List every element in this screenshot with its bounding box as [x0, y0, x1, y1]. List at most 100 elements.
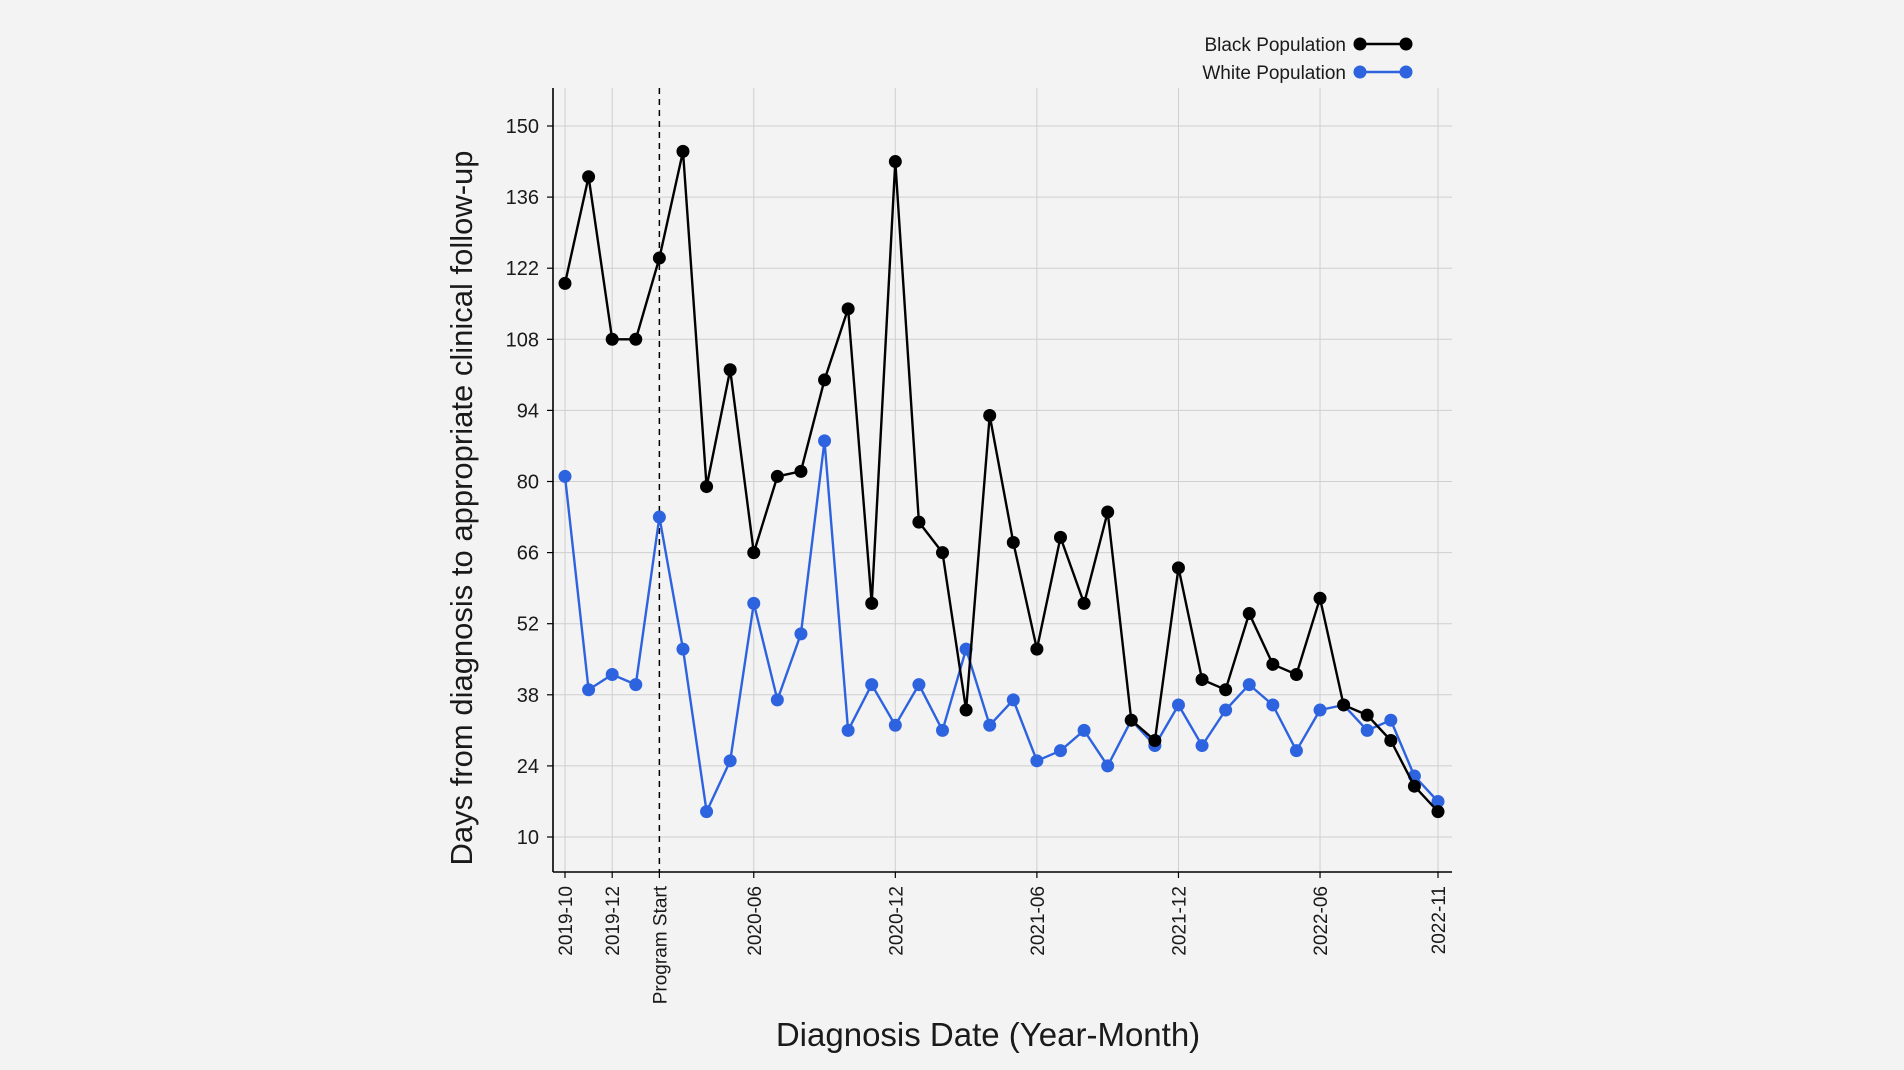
- black-population-point: [629, 332, 643, 346]
- x-tick-label: 2021-06: [1028, 886, 1049, 956]
- white-population-point: [841, 723, 855, 737]
- white-population-point: [1242, 678, 1256, 692]
- white-population-point: [652, 510, 666, 524]
- black-population-point: [652, 251, 666, 265]
- y-tick-label: 80: [517, 472, 539, 494]
- black-population-legend-label: Black Population: [1204, 35, 1346, 56]
- white-population-point: [1266, 698, 1280, 712]
- black-population-legend-marker: [1399, 37, 1413, 51]
- white-population-point: [1219, 703, 1233, 717]
- x-tick-label: 2022-06: [1311, 886, 1332, 956]
- white-population-point: [1006, 693, 1020, 707]
- white-population-point: [1030, 754, 1044, 768]
- white-population-point: [700, 805, 714, 819]
- black-population-point: [1030, 642, 1044, 656]
- y-tick-label: 108: [506, 329, 539, 351]
- black-population-point: [1148, 734, 1162, 748]
- black-population-point: [1266, 657, 1280, 671]
- y-axis-title: Days from diagnosis to appropriate clini…: [444, 150, 479, 865]
- x-tick-label: 2019-12: [603, 886, 624, 956]
- black-population-point: [1431, 805, 1445, 819]
- white-population-point: [1101, 759, 1115, 773]
- black-population-point: [1006, 535, 1020, 549]
- white-population-point: [936, 723, 950, 737]
- legend: Black Population White Population: [1202, 35, 1413, 84]
- black-population-point: [1407, 779, 1421, 793]
- y-tick-labels: 10 24 38 52 66 80 94 108 122 136 150: [506, 116, 539, 849]
- x-axis-title: Diagnosis Date (Year-Month): [776, 1016, 1200, 1053]
- black-population-point: [1101, 505, 1115, 519]
- black-population-point: [983, 408, 997, 422]
- white-population-point: [1195, 739, 1209, 753]
- y-tick-label: 122: [506, 258, 539, 280]
- white-population-point: [582, 683, 596, 697]
- white-population-legend-marker: [1353, 65, 1367, 79]
- white-population-point: [1384, 713, 1398, 727]
- white-population-point: [818, 434, 832, 448]
- white-population-point: [1171, 698, 1185, 712]
- white-population-point: [888, 718, 902, 732]
- black-population-legend-marker: [1353, 37, 1367, 51]
- black-population-point: [912, 515, 926, 529]
- black-population-point: [1360, 708, 1374, 722]
- white-population-point: [1313, 703, 1327, 717]
- white-population-point: [1289, 744, 1303, 758]
- white-population-point: [676, 642, 690, 656]
- white-population-point: [770, 693, 784, 707]
- black-population-point: [841, 302, 855, 316]
- series-group: [558, 144, 1445, 819]
- black-population-point: [676, 144, 690, 158]
- white-population-point: [983, 718, 997, 732]
- white-population-point: [723, 754, 737, 768]
- black-population-point: [558, 276, 572, 290]
- y-tick-label: 150: [506, 116, 539, 138]
- x-tick-label: 2021-12: [1169, 886, 1190, 956]
- white-population-point: [865, 678, 879, 692]
- x-tick-label: Program Start: [650, 885, 671, 1004]
- y-tick-label: 38: [517, 685, 539, 707]
- white-population-point: [912, 678, 926, 692]
- white-population-line: [563, 439, 1439, 813]
- x-tick-label: 2019-10: [556, 886, 577, 956]
- white-population-point: [1431, 794, 1445, 808]
- black-population-point: [1313, 591, 1327, 605]
- white-population-legend-marker: [1399, 65, 1413, 79]
- black-population-point: [1077, 596, 1091, 610]
- black-population-point: [1171, 561, 1185, 575]
- white-population-point: [605, 667, 619, 681]
- x-tick-label: 2020-12: [886, 886, 907, 956]
- y-tick-label: 94: [517, 400, 539, 422]
- black-population-point: [794, 464, 808, 478]
- white-population-point: [1053, 744, 1067, 758]
- x-tick-label: 2022-11: [1429, 886, 1450, 954]
- axes: [547, 88, 1452, 878]
- black-population-point: [1195, 673, 1209, 687]
- black-population-point: [1242, 607, 1256, 621]
- black-population-point: [959, 703, 973, 717]
- black-population-point: [1124, 713, 1138, 727]
- black-population-point: [1219, 683, 1233, 697]
- black-population-point: [770, 469, 784, 483]
- black-population-point: [747, 546, 761, 560]
- black-population-point: [1384, 734, 1398, 748]
- black-population-point: [865, 596, 879, 610]
- x-tick-label: 2020-06: [745, 886, 766, 956]
- white-population-point: [794, 627, 808, 641]
- black-population-point: [1289, 667, 1303, 681]
- black-population-point: [936, 546, 950, 560]
- y-tick-label: 136: [506, 187, 539, 209]
- black-population-point: [1337, 698, 1351, 712]
- white-population-point: [629, 678, 643, 692]
- black-population-point: [1053, 530, 1067, 544]
- y-tick-label: 10: [517, 827, 539, 849]
- white-population-point: [558, 469, 572, 483]
- white-population-point: [747, 596, 761, 610]
- y-tick-label: 52: [517, 614, 539, 636]
- y-tick-label: 66: [517, 543, 539, 565]
- black-population-point: [888, 155, 902, 169]
- black-population-point: [605, 332, 619, 346]
- black-population-point: [723, 363, 737, 377]
- black-population-point: [700, 480, 714, 494]
- white-population-point: [959, 642, 973, 656]
